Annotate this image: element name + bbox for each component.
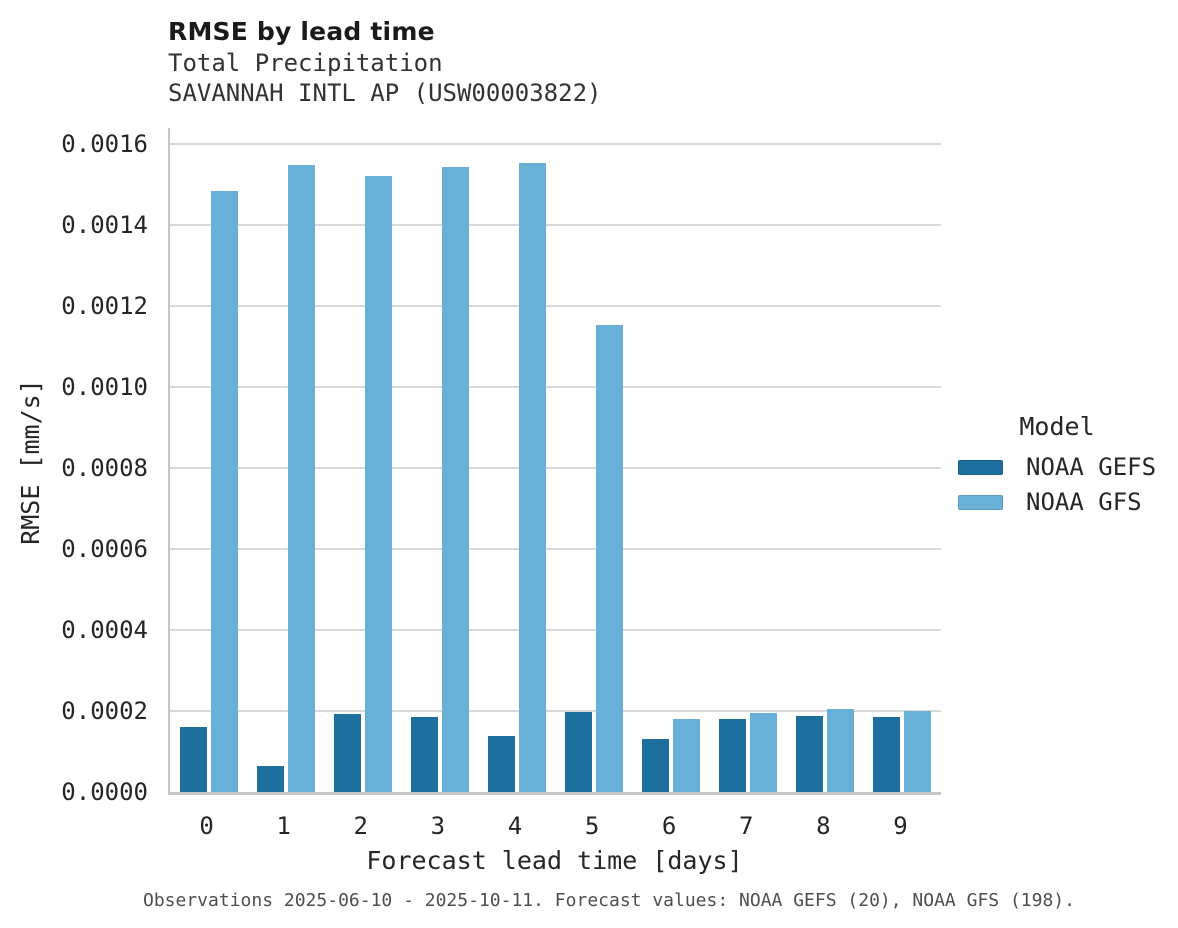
gridline-y-0.0006	[170, 547, 941, 550]
x-tick-label-8: 8	[816, 812, 831, 840]
legend-items: NOAA GEFS NOAA GFS	[958, 453, 1157, 516]
y-tick-label-0.0004: 0.0004	[61, 615, 148, 644]
bar-noaa-gfs-day-4	[518, 162, 546, 792]
gridline-y-0.0014	[170, 223, 941, 226]
legend-item-noaa-gefs[interactable]: NOAA GEFS	[958, 453, 1157, 481]
bar-noaa-gefs-day-1	[256, 765, 284, 792]
x-axis-title: Forecast lead time [days]	[366, 846, 743, 875]
chart-subtitle-variable: Total Precipitation	[168, 49, 443, 77]
legend-item-label: NOAA GEFS	[1026, 453, 1157, 481]
bar-noaa-gfs-day-5	[596, 325, 624, 792]
bar-noaa-gfs-day-0	[210, 191, 238, 792]
gridline-y-0.0010	[170, 385, 941, 388]
y-tick-label-0.0016: 0.0016	[61, 129, 148, 158]
legend-swatch-icon	[958, 459, 1003, 475]
x-tick-label-6: 6	[661, 812, 677, 840]
bar-noaa-gefs-day-2	[333, 714, 361, 792]
bar-noaa-gefs-day-0	[179, 727, 207, 792]
y-tick-label-0.0012: 0.0012	[61, 291, 148, 320]
bar-noaa-gefs-day-4	[487, 736, 515, 792]
x-tick-label-3: 3	[430, 812, 446, 840]
bar-noaa-gfs-day-6	[673, 719, 701, 792]
bar-noaa-gfs-day-1	[287, 165, 315, 792]
legend-swatch-icon	[958, 494, 1003, 510]
y-tick-label-0.0000: 0.0000	[61, 778, 148, 806]
chart-header: RMSE by lead time Total Precipitation SA…	[168, 16, 601, 108]
bar-noaa-gefs-day-5	[565, 711, 593, 792]
bar-noaa-gfs-day-2	[364, 175, 392, 792]
legend-item-noaa-gfs[interactable]: NOAA GFS	[958, 488, 1156, 516]
chart-subtitle-station: SAVANNAH INTL AP (USW00003822)	[168, 79, 602, 107]
legend-title: Model	[1019, 412, 1095, 441]
y-tick-label-0.0006: 0.0006	[61, 534, 148, 563]
bar-noaa-gefs-day-9	[873, 717, 901, 792]
bar-noaa-gefs-day-7	[719, 719, 747, 792]
y-tick-label-0.0002: 0.0002	[61, 696, 148, 725]
x-tick-label-9: 9	[893, 812, 908, 840]
x-tick-label-5: 5	[584, 812, 600, 840]
y-tick-label-0.0010: 0.0010	[61, 372, 148, 401]
gridline-y-0.0008	[170, 466, 941, 469]
bar-noaa-gfs-day-8	[827, 708, 855, 792]
bar-noaa-gefs-day-6	[642, 739, 670, 792]
x-tick-label-1: 1	[276, 812, 291, 840]
gridline-y-0.0012	[170, 304, 941, 307]
y-tick-label-0.0008: 0.0008	[61, 453, 148, 482]
gridline-y-0.0004	[170, 628, 941, 631]
bar-noaa-gefs-day-8	[796, 715, 824, 792]
y-tick-label-0.0014: 0.0014	[61, 210, 148, 239]
legend-item-label: NOAA GFS	[1026, 488, 1142, 516]
bar-noaa-gfs-day-3	[441, 166, 469, 792]
bar-noaa-gfs-day-9	[904, 710, 932, 792]
legend: Model NOAA GEFS NOAA GFS	[958, 412, 1156, 524]
bar-noaa-gefs-day-3	[410, 717, 438, 792]
x-tick-label-7: 7	[739, 812, 754, 840]
x-tick-label-0: 0	[199, 812, 214, 840]
x-tick-label-2: 2	[353, 812, 368, 840]
chart-title: RMSE by lead time	[168, 17, 435, 46]
bar-noaa-gfs-day-7	[750, 712, 778, 792]
gridline-y-0.0016	[170, 142, 941, 145]
caption: Observations 2025-06-10 - 2025-10-11. Fo…	[143, 890, 1075, 911]
x-tick-label-4: 4	[507, 812, 523, 840]
plot-area	[168, 128, 941, 795]
gridline-y-0.0002	[170, 709, 941, 712]
